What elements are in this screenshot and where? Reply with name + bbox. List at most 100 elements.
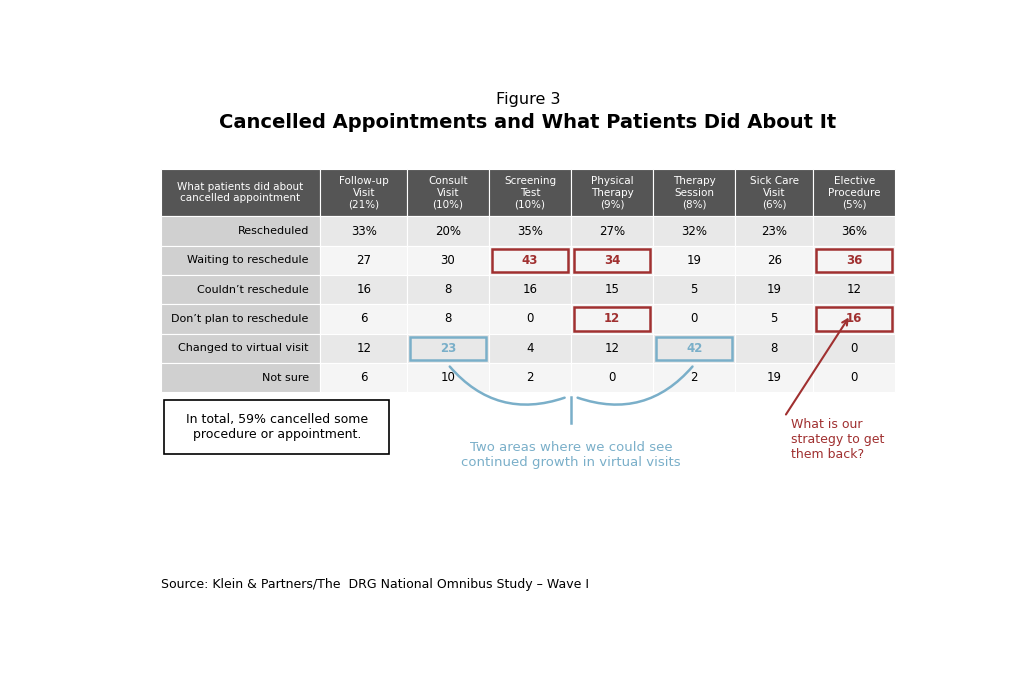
- Bar: [321, 333, 407, 363]
- Bar: [656, 337, 732, 360]
- Bar: [410, 337, 486, 360]
- Text: Source: Klein & Partners/The  DRG National Omnibus Study – Wave I: Source: Klein & Partners/The DRG Nationa…: [161, 578, 589, 592]
- Bar: [161, 216, 321, 245]
- Text: 36%: 36%: [841, 224, 867, 237]
- Bar: [407, 169, 489, 216]
- Bar: [321, 169, 407, 216]
- Bar: [735, 304, 813, 333]
- Bar: [813, 245, 895, 275]
- Text: 27: 27: [356, 254, 371, 267]
- Bar: [161, 304, 321, 333]
- Text: Cancelled Appointments and What Patients Did About It: Cancelled Appointments and What Patients…: [219, 113, 837, 132]
- Text: 16: 16: [846, 312, 862, 325]
- Text: What is our
strategy to get
them back?: What is our strategy to get them back?: [791, 418, 884, 462]
- Bar: [489, 304, 571, 333]
- Bar: [735, 245, 813, 275]
- Bar: [161, 363, 321, 392]
- Bar: [813, 216, 895, 245]
- Text: Figure 3: Figure 3: [496, 92, 560, 107]
- Bar: [489, 333, 571, 363]
- Text: Changed to virtual visit: Changed to virtual visit: [178, 343, 309, 354]
- Text: Don’t plan to reschedule: Don’t plan to reschedule: [171, 314, 309, 324]
- Text: 8: 8: [444, 312, 452, 325]
- Text: Rescheduled: Rescheduled: [238, 226, 309, 236]
- Bar: [653, 363, 735, 392]
- Text: Couldn’t reschedule: Couldn’t reschedule: [197, 285, 309, 295]
- Text: 33%: 33%: [351, 224, 377, 237]
- Bar: [653, 169, 735, 216]
- Bar: [571, 275, 653, 304]
- Bar: [574, 249, 650, 272]
- Text: Sick Care
Visit
(6%): Sick Care Visit (6%): [750, 176, 799, 210]
- Bar: [321, 363, 407, 392]
- Text: 8: 8: [770, 342, 778, 355]
- Text: 12: 12: [356, 342, 371, 355]
- Text: 0: 0: [526, 312, 534, 325]
- Bar: [571, 216, 653, 245]
- Bar: [321, 245, 407, 275]
- Text: 30: 30: [440, 254, 456, 267]
- Text: 32%: 32%: [681, 224, 708, 237]
- Text: 23%: 23%: [761, 224, 787, 237]
- Text: 10: 10: [440, 371, 456, 384]
- Text: Screening
Test
(10%): Screening Test (10%): [504, 176, 556, 210]
- Text: 5: 5: [770, 312, 778, 325]
- Bar: [489, 216, 571, 245]
- Text: 4: 4: [526, 342, 534, 355]
- Text: 36: 36: [846, 254, 862, 267]
- Bar: [571, 333, 653, 363]
- Bar: [571, 304, 653, 333]
- Bar: [489, 363, 571, 392]
- Text: Physical
Therapy
(9%): Physical Therapy (9%): [591, 176, 634, 210]
- Bar: [161, 245, 321, 275]
- Bar: [161, 169, 321, 216]
- Bar: [735, 169, 813, 216]
- Bar: [571, 363, 653, 392]
- Text: Therapy
Session
(8%): Therapy Session (8%): [673, 176, 716, 210]
- Bar: [813, 169, 895, 216]
- Bar: [653, 216, 735, 245]
- Bar: [571, 169, 653, 216]
- Bar: [407, 363, 489, 392]
- Text: 2: 2: [526, 371, 534, 384]
- Text: 5: 5: [690, 283, 698, 296]
- Text: Follow-up
Visit
(21%): Follow-up Visit (21%): [339, 176, 388, 210]
- Bar: [407, 275, 489, 304]
- Text: Not sure: Not sure: [262, 372, 309, 383]
- Text: 12: 12: [605, 342, 620, 355]
- Text: 15: 15: [605, 283, 620, 296]
- Text: 19: 19: [687, 254, 701, 267]
- Bar: [653, 275, 735, 304]
- Text: 0: 0: [851, 371, 858, 384]
- Bar: [813, 304, 895, 333]
- Text: 26: 26: [767, 254, 781, 267]
- Text: 27%: 27%: [599, 224, 626, 237]
- Text: Waiting to reschedule: Waiting to reschedule: [187, 256, 309, 265]
- Bar: [407, 216, 489, 245]
- Bar: [653, 333, 735, 363]
- Bar: [165, 400, 389, 454]
- Text: Elective
Procedure
(5%): Elective Procedure (5%): [828, 176, 881, 210]
- Bar: [407, 304, 489, 333]
- Text: 0: 0: [690, 312, 698, 325]
- Bar: [489, 275, 571, 304]
- Text: In total, 59% cancelled some
procedure or appointment.: In total, 59% cancelled some procedure o…: [185, 413, 368, 441]
- Text: 6: 6: [359, 371, 368, 384]
- Text: What patients did about
cancelled appointment: What patients did about cancelled appoin…: [177, 182, 304, 203]
- Text: 12: 12: [847, 283, 861, 296]
- Bar: [321, 304, 407, 333]
- Bar: [493, 249, 568, 272]
- Bar: [653, 245, 735, 275]
- Bar: [489, 169, 571, 216]
- Text: 19: 19: [767, 283, 781, 296]
- Bar: [571, 245, 653, 275]
- Text: 23: 23: [440, 342, 456, 355]
- Bar: [321, 275, 407, 304]
- Text: 43: 43: [522, 254, 539, 267]
- Bar: [489, 245, 571, 275]
- Bar: [161, 275, 321, 304]
- Bar: [735, 333, 813, 363]
- Text: Consult
Visit
(10%): Consult Visit (10%): [428, 176, 468, 210]
- Text: 20%: 20%: [435, 224, 461, 237]
- Text: 35%: 35%: [517, 224, 543, 237]
